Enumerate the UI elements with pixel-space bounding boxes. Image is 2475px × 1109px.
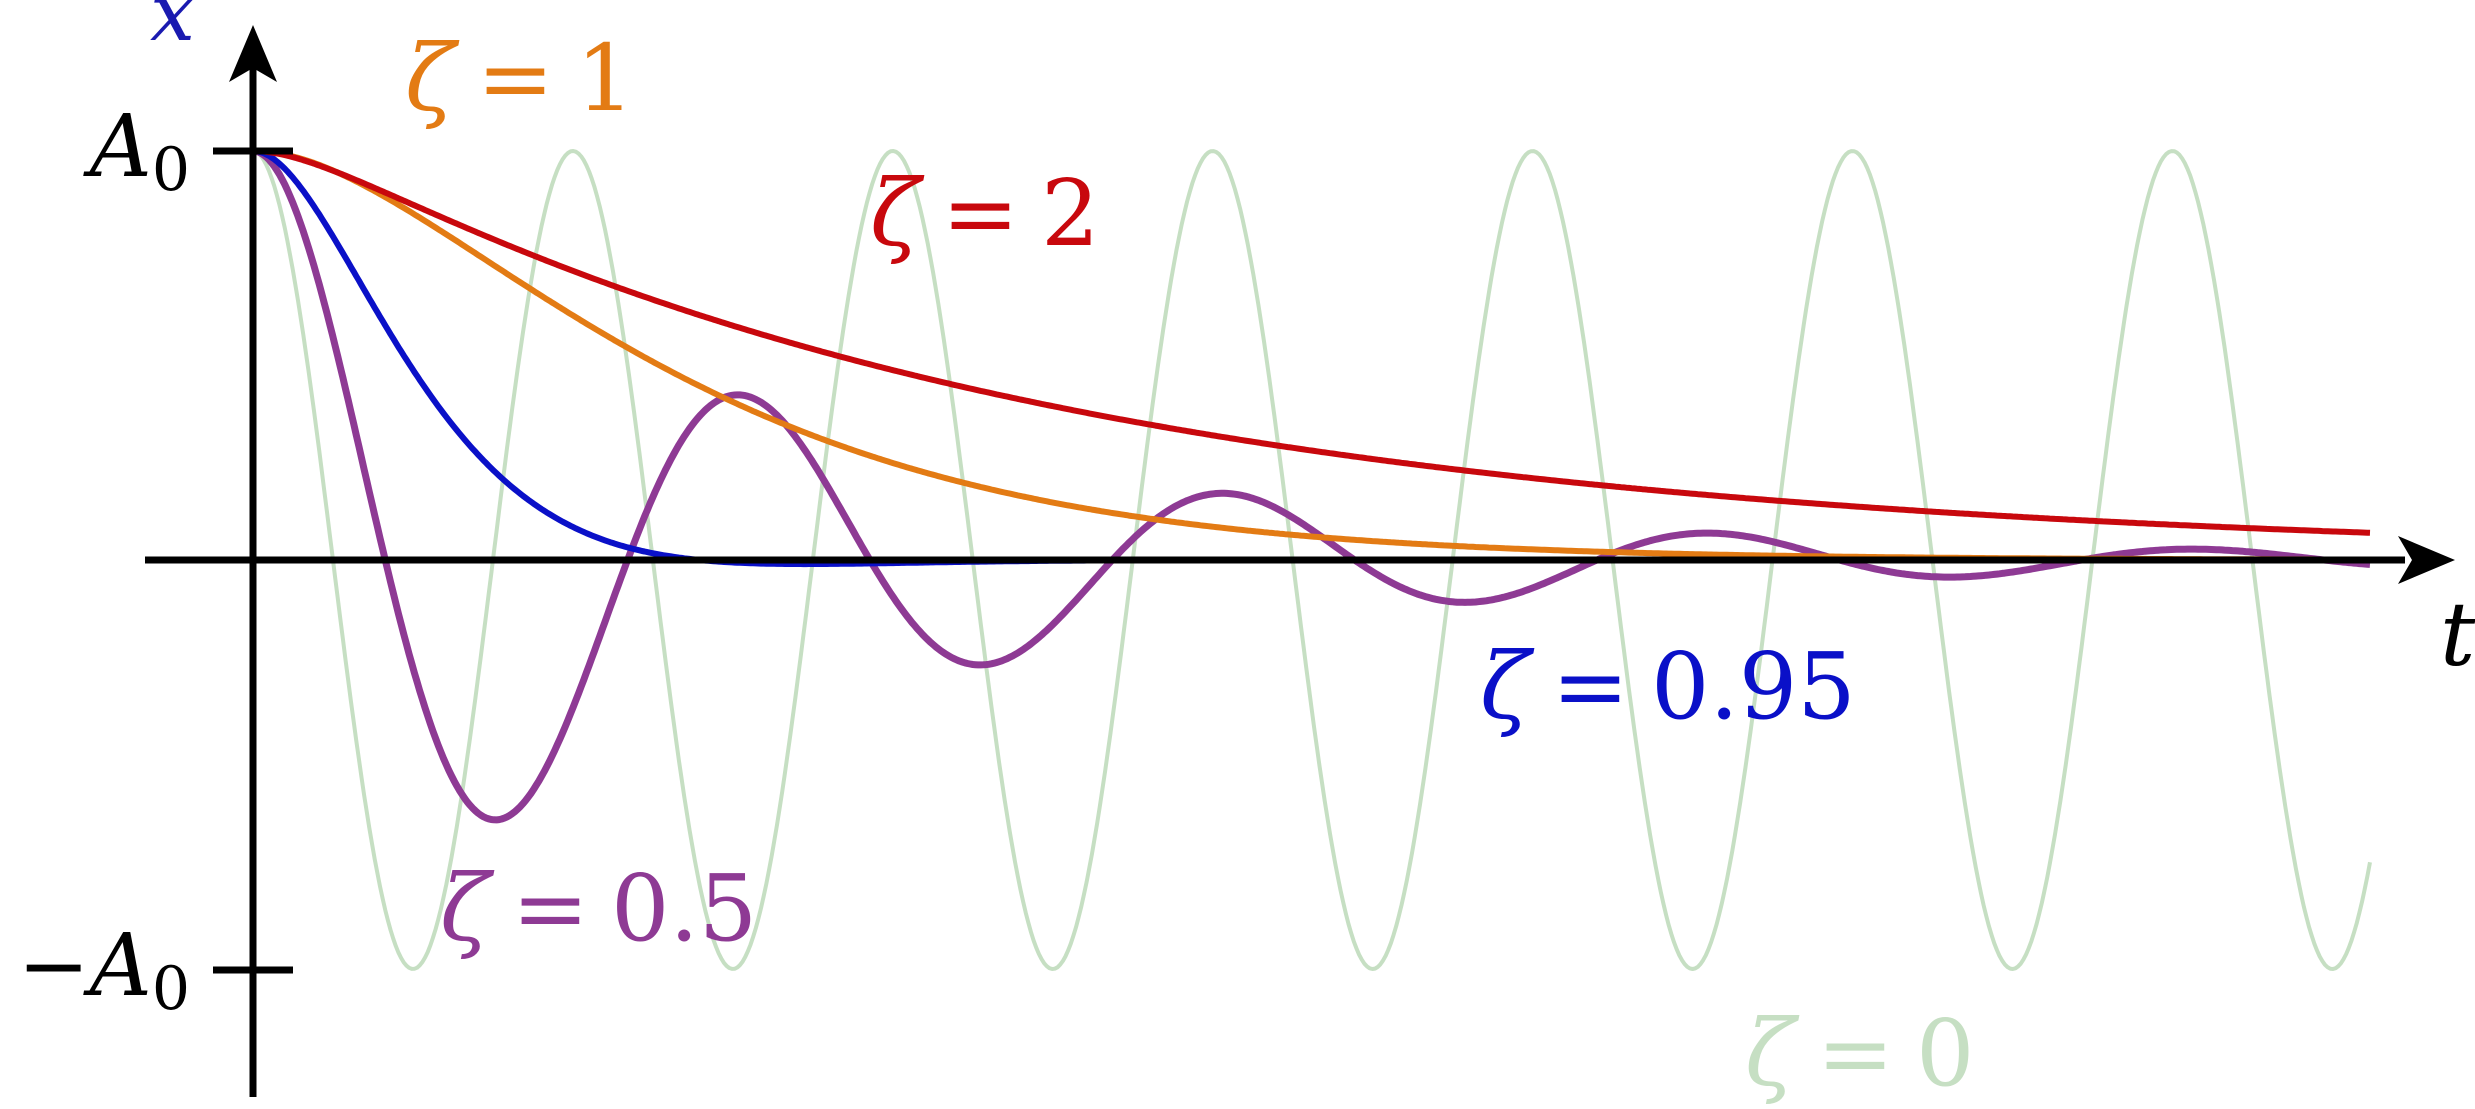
- series-label-symbol: ζ: [405, 25, 460, 132]
- series-label-2: ζ = 2: [870, 160, 1100, 267]
- y-tick-label-bottom: −A0: [18, 916, 190, 1024]
- x-axis-arrow: [2398, 536, 2455, 584]
- series-label-value: 0.5: [611, 855, 757, 962]
- series-label-symbol: ζ: [1745, 1000, 1800, 1107]
- series-label-1: ζ = 1: [405, 25, 635, 132]
- y-axis-label: x: [150, 0, 195, 59]
- y-tick-bottom-subscript: 0: [152, 954, 190, 1024]
- series-line-zeta-0-5: [252, 147, 2371, 824]
- series-label-equals: =: [477, 25, 554, 132]
- series-label-equals: =: [1552, 633, 1629, 740]
- series-label-0-95: ζ = 0.95: [1480, 633, 1856, 740]
- series-line-zeta-2: [252, 148, 2371, 536]
- series-labels-layer: ζ = 1ζ = 2ζ = 0.95ζ = 0.5ζ = 0: [405, 25, 1975, 1107]
- series-label-0-5: ζ = 0.5: [440, 855, 757, 962]
- series-label-equals: =: [512, 855, 589, 962]
- x-axis-label: t: [2440, 583, 2475, 686]
- y-tick-top-subscript: 0: [152, 135, 190, 205]
- series-label-value: 1: [576, 25, 635, 132]
- series-line-zeta-1: [252, 148, 2371, 563]
- series-label-equals: =: [942, 160, 1019, 267]
- y-tick-bottom-sign: −: [18, 916, 90, 1016]
- series-line-zeta-0: [252, 149, 2372, 971]
- series-label-symbol: ζ: [440, 855, 495, 962]
- axes-layer: t x A0 −A0: [18, 0, 2475, 1097]
- y-tick-top-symbol: A: [83, 97, 152, 197]
- series-label-equals: =: [1817, 1000, 1894, 1107]
- y-tick-label-top: A0: [83, 97, 190, 205]
- series-label-symbol: ζ: [870, 160, 925, 267]
- series-label-value: 2: [1041, 160, 1100, 267]
- y-tick-bottom-symbol: A: [83, 916, 152, 1016]
- series-label-value: 0: [1916, 1000, 1975, 1107]
- series-line-zeta-0-95: [252, 148, 2371, 568]
- series-label-0: ζ = 0: [1745, 1000, 1975, 1107]
- y-axis-arrow: [229, 25, 277, 82]
- series-label-value: 0.95: [1651, 633, 1856, 740]
- series-label-symbol: ζ: [1480, 633, 1535, 740]
